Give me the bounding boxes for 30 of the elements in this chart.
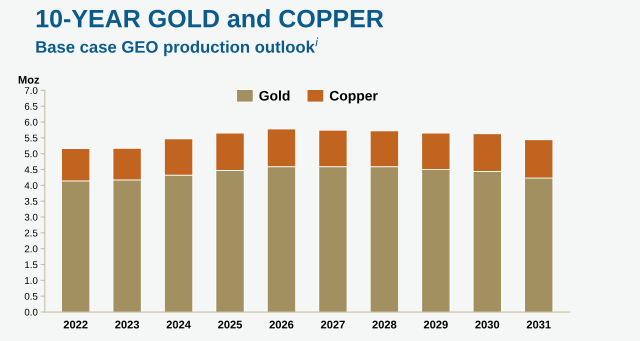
y-tick-label: 5.0 xyxy=(24,150,38,158)
y-tick-label: 5.5 xyxy=(24,134,38,142)
y-tick-label: 2.0 xyxy=(24,245,38,252)
y-tick-label: 6.5 xyxy=(24,102,38,110)
x-tick-label: 2030 xyxy=(475,320,500,329)
x-tick-label: 2026 xyxy=(270,320,294,329)
x-tick-label: 2025 xyxy=(218,320,242,329)
chart-subtitle: Base case GEO production outlook$^{i}$ xyxy=(36,37,318,56)
y-tick-label: 1.5 xyxy=(25,261,38,268)
x-tick-label: 2024 xyxy=(166,320,191,329)
x-tick-label: 2023 xyxy=(115,320,140,329)
x-tick-label: 2028 xyxy=(372,320,396,329)
y-tick-label: 6.0 xyxy=(24,118,38,126)
y-tick-label: 3.5 xyxy=(24,198,38,205)
y-tick-label: 4.0 xyxy=(24,182,38,189)
x-tick-label: 2029 xyxy=(424,320,448,329)
legend-label: Copper xyxy=(330,90,378,104)
y-tick-label: 4.5 xyxy=(24,166,38,174)
y-tick-label: 0.0 xyxy=(24,308,38,316)
y-tick-label: 2.5 xyxy=(24,230,38,236)
x-tick-label: 2031 xyxy=(526,320,551,329)
chart-title: 10-YEAR GOLD and COPPER xyxy=(36,9,384,28)
y-tick-label: 1.0 xyxy=(25,277,38,284)
y-tick-label: 3.0 xyxy=(24,214,38,221)
x-tick-label: 2027 xyxy=(320,320,345,329)
x-tick-label: 2022 xyxy=(64,320,88,329)
y-axis-title: Moz xyxy=(18,76,40,84)
legend-label: Gold xyxy=(259,90,290,101)
y-tick-label: 7.0 xyxy=(24,87,38,94)
y-tick-label: 0.5 xyxy=(24,292,38,300)
